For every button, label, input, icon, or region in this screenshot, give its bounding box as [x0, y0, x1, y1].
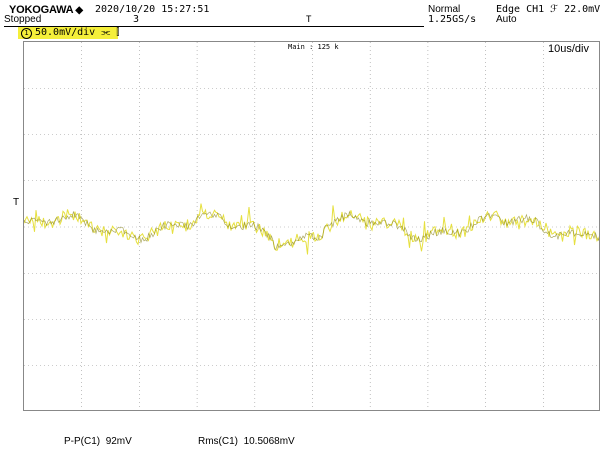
- datetime: 2020/10/20 15:27:51: [95, 4, 210, 15]
- acquisition-mode: Normal: [428, 4, 461, 15]
- brand-name: YOKOGAWA: [9, 4, 74, 16]
- measurement-rms: Rms(C1) 10.5068mV: [198, 436, 295, 447]
- acquisition-state: Stopped: [4, 14, 42, 25]
- diamond-icon: ◆: [75, 5, 83, 16]
- graticule: [24, 42, 599, 410]
- waveform-screen: [23, 41, 600, 411]
- acquisition-count: 3: [133, 14, 140, 25]
- channel-1-trace-shadow: [24, 210, 599, 250]
- measurement-value: 92mV: [105, 436, 132, 447]
- channel-coupling-icons: ⫘ ⫿: [101, 27, 120, 38]
- waveform-display: [24, 42, 599, 410]
- measurement-pp: P-P(C1) 92mV: [64, 436, 132, 447]
- header-divider: [4, 26, 424, 27]
- trigger-mode: Auto: [496, 14, 517, 25]
- measurement-label: Rms(C1): [198, 436, 238, 447]
- trigger-level-marker: T: [13, 197, 20, 208]
- main-record-length: Main : 125 k: [288, 43, 339, 51]
- channel-scale: 50.0mV/div: [35, 27, 96, 38]
- channel-badge[interactable]: 1 50.0mV/div ⫘ ⫿: [18, 27, 120, 39]
- trigger-description: Edge CH1 ℱ 22.0mV: [496, 4, 601, 15]
- sample-rate: 1.25GS/s: [428, 14, 477, 25]
- measurement-value: 10.5068mV: [243, 436, 295, 447]
- measurement-label: P-P(C1): [64, 436, 101, 447]
- brand-logo: YOKOGAWA ◆: [9, 4, 83, 16]
- channel-1-trace: [24, 203, 599, 255]
- time-per-division: 10us/div: [548, 43, 589, 55]
- channel-number-icon: 1: [21, 28, 32, 39]
- trigger-position-marker: T: [306, 15, 312, 25]
